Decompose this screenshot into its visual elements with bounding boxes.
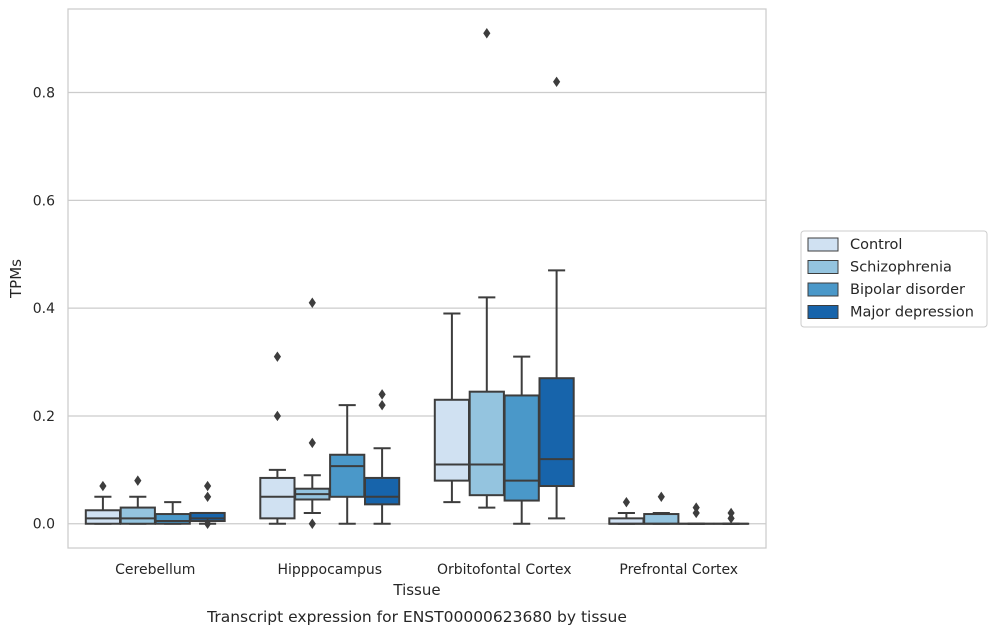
box-plots	[84, 28, 750, 529]
outlier-point	[553, 76, 561, 87]
outlier-point	[727, 507, 735, 519]
box-bipolar-disorder	[678, 502, 715, 525]
x-axis-ticks: Cerebellum Hipppocampus Orbitofontal Corte…	[115, 562, 738, 578]
box-iqr	[363, 476, 401, 506]
outlier-point	[204, 518, 212, 529]
legend-label: Major depression	[850, 305, 974, 321]
box-schizophrenia	[468, 28, 505, 509]
outlier-point	[273, 351, 281, 362]
legend: Control Schizophrenia Bipolar disorder Majo…	[800, 230, 988, 328]
box-iqr	[503, 394, 540, 502]
y-axis-label: TPMs	[7, 259, 25, 299]
chart-title: Transcript expression for ENST0000062368…	[206, 608, 627, 626]
box-iqr	[643, 513, 680, 525]
box-control	[259, 351, 296, 525]
outlier-point	[204, 480, 212, 492]
box-schizophrenia	[294, 297, 331, 529]
outlier-point	[308, 297, 316, 308]
outlier-point	[134, 475, 142, 486]
legend-swatch	[807, 282, 839, 297]
y-axis-ticks: 0.0 0.2 0.4 0.6 0.8	[33, 86, 55, 533]
box-control	[433, 312, 471, 504]
outlier-point	[727, 513, 735, 524]
y-tick-label: 0.8	[33, 86, 55, 102]
box-bipolar-disorder	[329, 404, 366, 525]
box-major-depression	[712, 507, 750, 525]
legend-label: Bipolar disorder	[850, 282, 965, 298]
plot-area-frame	[67, 8, 767, 549]
box-iqr	[433, 398, 471, 482]
outlier-point	[692, 502, 700, 513]
outlier-point	[622, 496, 630, 508]
outlier-point	[308, 437, 316, 449]
legend-frame	[800, 230, 988, 328]
box-iqr	[119, 506, 156, 525]
x-tick-label: Orbitofontal Cortex	[437, 562, 572, 578]
box-major-depression	[189, 480, 226, 529]
box-major-depression	[538, 76, 575, 520]
outlier-point	[692, 507, 700, 519]
box-iqr	[259, 476, 296, 520]
box-iqr	[329, 453, 366, 498]
box-schizophrenia	[643, 491, 680, 525]
outlier-point	[99, 480, 107, 492]
box-major-depression	[363, 389, 401, 525]
x-tick-label: Hipppocampus	[277, 562, 382, 578]
outlier-point	[657, 491, 665, 502]
outlier-point	[273, 410, 281, 422]
box-iqr	[538, 377, 575, 488]
outlier-point	[308, 518, 316, 529]
legend-label: Control	[850, 237, 902, 253]
outlier-point	[483, 28, 491, 39]
outlier-point	[378, 389, 386, 400]
x-tick-label: Prefrontal Cortex	[619, 562, 738, 578]
x-axis-label: Tissue	[392, 581, 440, 599]
legend-swatch	[807, 260, 839, 274]
legend-label: Schizophrenia	[850, 260, 952, 276]
box-iqr	[468, 390, 505, 497]
box-iqr	[84, 509, 122, 525]
legend-swatch	[807, 237, 839, 252]
x-tick-label: Cerebellum	[115, 562, 195, 578]
y-tick-label: 0.6	[33, 193, 55, 209]
y-tick-label: 0.4	[33, 301, 55, 317]
outlier-point	[378, 399, 386, 411]
y-tick-label: 0.2	[33, 409, 55, 425]
box-iqr	[154, 513, 191, 525]
outlier-point	[204, 491, 212, 502]
box-bipolar-disorder	[503, 355, 540, 525]
legend-swatch	[807, 305, 839, 319]
y-tick-label: 0.0	[33, 517, 55, 533]
